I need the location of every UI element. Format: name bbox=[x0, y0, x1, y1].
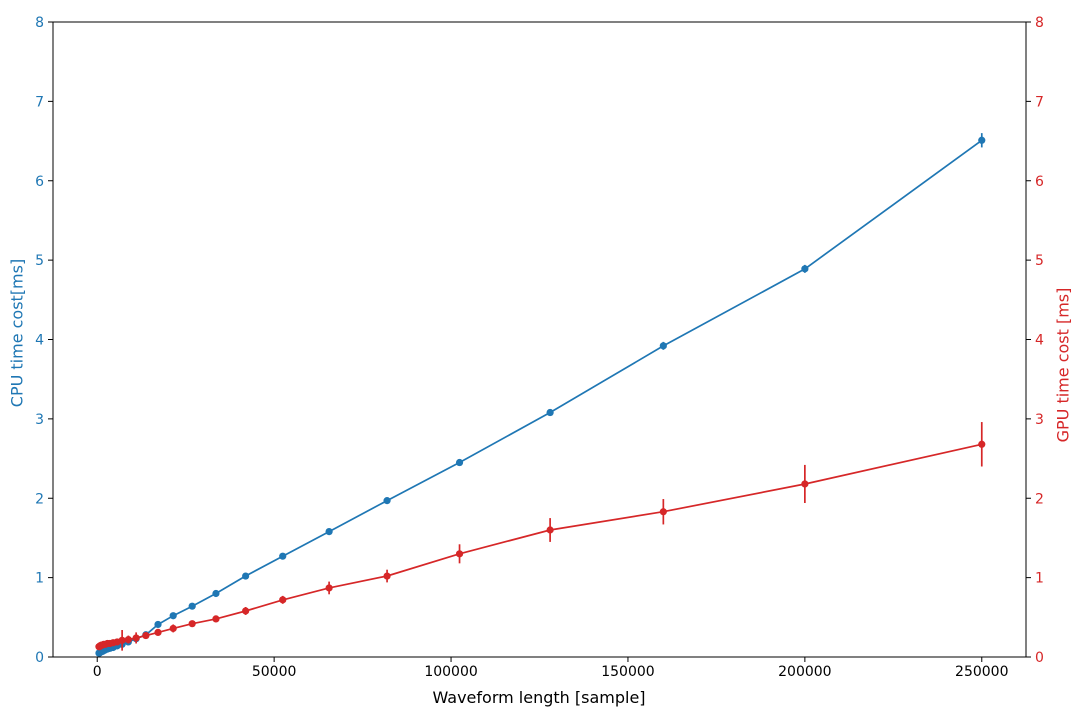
gpu-data-point bbox=[455, 550, 464, 558]
gpu-data-point bbox=[212, 615, 220, 623]
right-y-tick-label: 2 bbox=[1035, 491, 1044, 507]
right-y-tick-label: 1 bbox=[1035, 571, 1044, 587]
x-tick-label: 0 bbox=[93, 664, 102, 680]
cpu-data-point bbox=[242, 572, 250, 580]
left-y-tick-label: 3 bbox=[35, 412, 44, 428]
right-y-tick-label: 6 bbox=[1035, 174, 1044, 190]
right-y-tick-label: 3 bbox=[1035, 412, 1044, 428]
cpu-data-point bbox=[279, 552, 287, 560]
cpu-data-point bbox=[659, 342, 667, 350]
cpu-data-point bbox=[188, 602, 196, 610]
cpu-data-point bbox=[169, 612, 177, 620]
plot-border bbox=[52, 21, 1027, 658]
cpu-data-point bbox=[212, 589, 220, 598]
gpu-data-point bbox=[546, 526, 554, 534]
gpu-data-point bbox=[132, 634, 140, 642]
cpu-data-point bbox=[455, 458, 464, 467]
gpu-data-point bbox=[242, 607, 250, 615]
gpu-data-point bbox=[659, 508, 667, 516]
gpu-data-point bbox=[978, 440, 986, 448]
left-y-tick-label: 6 bbox=[35, 174, 44, 190]
gpu-data-point bbox=[154, 628, 162, 636]
x-tick-label: 200000 bbox=[778, 664, 831, 680]
cpu-data-point bbox=[383, 497, 391, 505]
cpu-data-point bbox=[325, 527, 333, 536]
cpu-data-point bbox=[154, 620, 162, 629]
left-y-tick-label: 8 bbox=[35, 15, 44, 31]
gpu-data-point bbox=[124, 635, 132, 644]
cpu-data-point bbox=[801, 265, 809, 273]
gpu-data-point bbox=[279, 596, 287, 604]
x-tick-label: 100000 bbox=[424, 664, 477, 680]
left-y-tick-label: 5 bbox=[35, 253, 44, 269]
right-y-tick-label: 7 bbox=[1035, 94, 1044, 110]
x-tick-label: 150000 bbox=[601, 664, 654, 680]
gpu-data-point bbox=[169, 624, 177, 633]
right-y-axis-label: GPU time cost [ms] bbox=[1053, 287, 1073, 443]
cpu-line bbox=[98, 139, 983, 654]
left-y-tick-label: 7 bbox=[35, 94, 44, 110]
left-y-tick-label: 2 bbox=[35, 491, 44, 507]
gpu-data-point bbox=[142, 631, 150, 640]
right-y-tick-label: 4 bbox=[1035, 333, 1044, 349]
x-tick-label: 250000 bbox=[955, 664, 1008, 680]
cpu-data-point bbox=[978, 136, 986, 144]
left-y-tick-label: 4 bbox=[35, 333, 44, 349]
left-y-tick-label: 1 bbox=[35, 571, 44, 587]
x-axis-label: Waveform length [sample] bbox=[432, 688, 646, 707]
left-y-tick-label: 0 bbox=[35, 650, 44, 666]
gpu-data-point bbox=[118, 636, 126, 644]
gpu-line bbox=[98, 443, 982, 648]
x-tick-label: 50000 bbox=[252, 664, 297, 680]
gpu-data-point bbox=[325, 584, 333, 592]
gpu-data-point bbox=[801, 480, 809, 488]
gpu-data-point bbox=[383, 572, 391, 580]
right-y-tick-label: 5 bbox=[1035, 253, 1044, 269]
right-y-tick-label: 8 bbox=[1035, 15, 1044, 31]
left-y-axis-label: CPU time cost[ms] bbox=[7, 258, 27, 408]
gpu-data-point bbox=[188, 620, 196, 628]
cpu-data-point bbox=[546, 408, 554, 417]
right-y-tick-label: 0 bbox=[1035, 650, 1044, 666]
